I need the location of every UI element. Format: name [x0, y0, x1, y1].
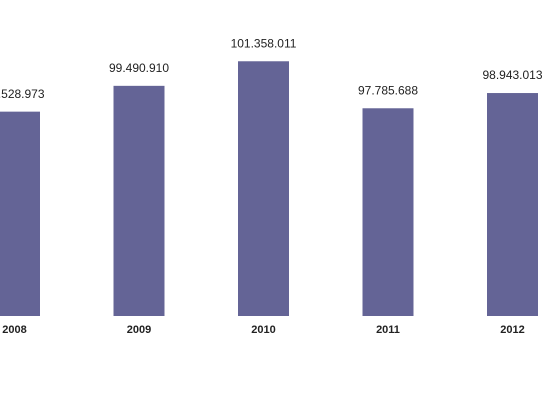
bar — [238, 61, 289, 316]
value-label: 97.528.973 — [0, 87, 45, 101]
x-tick-label: 2010 — [251, 324, 275, 336]
x-tick-label: 2008 — [2, 324, 26, 336]
bar — [0, 111, 40, 316]
value-label: 101.358.011 — [231, 36, 297, 50]
bar — [362, 108, 414, 317]
x-tick-label: 2009 — [127, 324, 151, 336]
value-label: 99.490.910 — [109, 61, 169, 75]
x-tick-label: 2011 — [376, 324, 400, 336]
value-label: 98.943.013 — [482, 68, 542, 82]
value-label: 97.785.688 — [358, 83, 418, 97]
bar — [113, 85, 165, 316]
x-tick-label: 2012 — [500, 324, 524, 336]
bar — [487, 93, 538, 316]
